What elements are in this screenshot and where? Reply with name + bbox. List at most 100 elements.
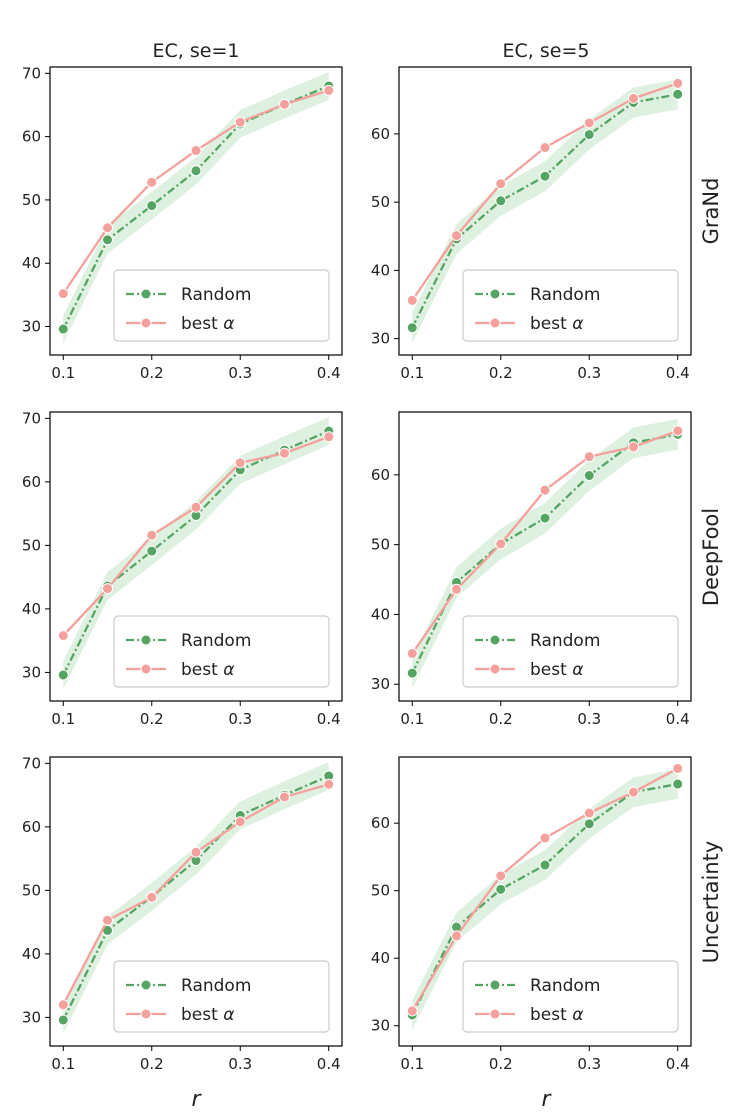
chart-panel-2: 0.1 0.2 0.3 0.4 30 40 50 60 Random best α	[371, 66, 692, 382]
legend-best-prefix: best	[530, 1005, 572, 1025]
best-alpha-point	[323, 778, 335, 790]
legend-box	[462, 269, 679, 342]
y-tick-label: 30	[22, 663, 41, 681]
x-tick-label: 0.3	[228, 710, 252, 728]
random-point	[146, 545, 158, 557]
y-tick-label: 40	[22, 945, 41, 963]
legend-random-label: Random	[530, 285, 600, 305]
best-alpha-point	[495, 870, 507, 882]
x-tick-label: 0.3	[228, 364, 252, 382]
best-alpha-point	[57, 630, 69, 642]
best-alpha-point	[451, 583, 463, 595]
y-tick-label: 50	[22, 191, 41, 209]
random-confidence-band	[412, 79, 678, 343]
best-alpha-point	[495, 178, 507, 190]
chart-panel-3: 0.1 0.2 0.3 0.4 30 40 50 60 70 Random best α	[22, 409, 343, 728]
random-point	[583, 818, 595, 830]
legend: Random best α	[113, 615, 330, 688]
legend-best-alpha-marker	[140, 663, 152, 675]
column-title-1: EC, se=1	[153, 40, 240, 62]
legend-box	[462, 960, 679, 1033]
y-tick-label: 70	[22, 64, 41, 82]
best-alpha-point	[406, 1005, 418, 1017]
y-tick-label: 60	[22, 818, 41, 836]
y-tick-label: 50	[22, 881, 41, 899]
legend-random-marker	[140, 634, 152, 646]
legend-random-marker	[489, 634, 501, 646]
random-point	[539, 859, 551, 871]
row-label-deepfool: DeepFool	[699, 508, 723, 606]
legend-best-alpha-label: best α	[530, 1005, 583, 1025]
best-alpha-point	[627, 92, 639, 104]
legend: Random best α	[113, 269, 330, 342]
best-alpha-point	[57, 999, 69, 1011]
best-alpha-point	[146, 176, 158, 188]
legend-best-prefix: best	[181, 314, 223, 334]
legend-random-label: Random	[181, 631, 251, 651]
random-point	[495, 195, 507, 207]
x-tick-label: 0.2	[140, 364, 164, 382]
legend-box	[113, 960, 330, 1033]
x-tick-label: 0.1	[51, 1055, 75, 1073]
y-tick-label: 30	[22, 318, 41, 336]
best-alpha-point	[278, 447, 290, 459]
column-titles: EC, se=1 EC, se=5	[153, 40, 590, 62]
legend-random-label: Random	[530, 631, 600, 651]
best-alpha-point	[190, 846, 202, 858]
legend-best-alpha-marker	[489, 317, 501, 329]
best-alpha-point	[234, 116, 246, 128]
x-tick-label: 0.2	[140, 710, 164, 728]
best-alpha-point	[627, 441, 639, 453]
legend-random-label: Random	[181, 285, 251, 305]
best-alpha-point	[102, 914, 114, 926]
best-alpha-point	[190, 145, 202, 157]
y-tick-label: 30	[22, 1008, 41, 1026]
x-axis-label-left: r	[191, 1087, 202, 1112]
x-tick-label: 0.1	[400, 364, 424, 382]
legend-random-marker	[140, 288, 152, 300]
y-tick-label: 60	[22, 128, 41, 146]
random-point	[672, 88, 684, 100]
random-point	[539, 170, 551, 182]
chart-panel-5: 0.1 0.2 0.3 0.4 30 40 50 60 70 Random best α	[22, 754, 343, 1073]
random-confidence-band	[412, 418, 678, 689]
x-axis-label-right: r	[541, 1087, 552, 1112]
x-tick-label: 0.4	[666, 364, 690, 382]
legend-best-alpha-label: best α	[530, 314, 583, 334]
y-tick-label: 40	[371, 605, 390, 623]
random-confidence-band	[63, 417, 329, 689]
legend: Random best α	[462, 960, 679, 1033]
legend-alpha-symbol: α	[223, 1005, 234, 1025]
y-tick-label: 50	[22, 536, 41, 554]
legend-best-alpha-marker	[489, 1008, 501, 1020]
random-point	[583, 129, 595, 141]
best-alpha-point	[583, 451, 595, 463]
y-tick-label: 40	[22, 254, 41, 272]
y-tick-label: 30	[371, 675, 390, 693]
axes-frame	[398, 411, 692, 702]
x-tick-label: 0.4	[666, 710, 690, 728]
random-point	[146, 200, 158, 212]
axes-frame	[49, 411, 343, 702]
y-tick-label: 60	[22, 473, 41, 491]
x-tick-label: 0.1	[400, 710, 424, 728]
random-point	[102, 234, 114, 246]
x-tick-label: 0.3	[577, 710, 601, 728]
best-alpha-point	[539, 484, 551, 496]
best-alpha-point	[672, 77, 684, 89]
legend-best-alpha-label: best α	[530, 660, 583, 680]
row-label-uncertainty: Uncertainty	[699, 841, 723, 964]
chart-panels: 0.1 0.2 0.3 0.4 30 40 50 60 70 Random best α 0.1 0.2…	[22, 64, 692, 1073]
legend-best-alpha-marker	[489, 663, 501, 675]
legend: Random best α	[462, 269, 679, 342]
x-tick-label: 0.2	[140, 1055, 164, 1073]
legend-best-prefix: best	[530, 314, 572, 334]
axes-frame	[398, 66, 692, 356]
best-alpha-point	[234, 816, 246, 828]
random-point	[495, 883, 507, 895]
random-point	[57, 1014, 69, 1026]
x-tick-label: 0.2	[489, 1055, 513, 1073]
random-point	[57, 323, 69, 335]
best-alpha-point	[495, 538, 507, 550]
